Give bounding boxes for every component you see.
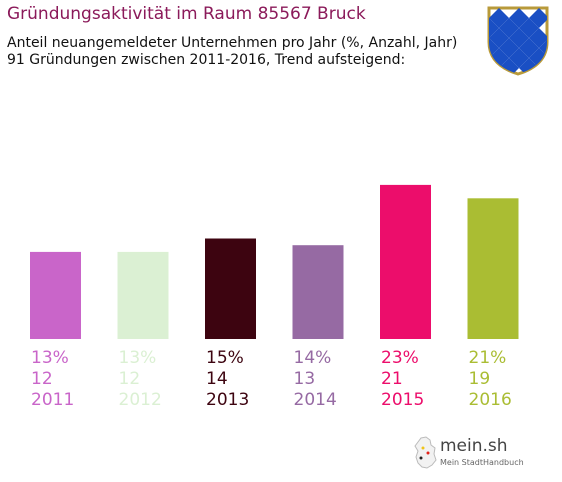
count-label-2013: 14 [206, 369, 228, 389]
bar-2014 [292, 245, 344, 339]
percent-label-2016: 21% [469, 348, 507, 368]
chart-title: Gründungsaktivität im Raum 85567 Bruck [7, 4, 366, 24]
subtitle-line-1: Anteil neuangemeldeter Unternehmen pro J… [7, 35, 458, 51]
year-label-2012: 2012 [119, 390, 162, 410]
bar-2012 [117, 251, 169, 339]
percent-label-2011: 13% [31, 348, 69, 368]
germany-map-icon [414, 436, 437, 469]
count-label-2012: 12 [119, 369, 141, 389]
year-label-2016: 2016 [469, 390, 512, 410]
bar-2013 [205, 238, 256, 339]
percent-label-2014: 14% [294, 348, 332, 368]
year-label-2015: 2015 [381, 390, 424, 410]
bar-2016 [467, 198, 519, 339]
year-label-2011: 2011 [31, 390, 74, 410]
count-label-2014: 13 [294, 369, 316, 389]
bar-2011 [30, 251, 81, 339]
year-label-2013: 2013 [206, 390, 249, 410]
logo-subtext: Mein StadtHandbuch [440, 458, 524, 467]
year-label-2014: 2014 [294, 390, 337, 410]
bavarian-coat-of-arms-icon [487, 6, 549, 76]
percent-label-2012: 13% [119, 348, 157, 368]
logo-text: mein.sh [440, 436, 508, 456]
bar-2015 [380, 184, 431, 339]
count-label-2011: 12 [31, 369, 53, 389]
subtitle-line-2: 91 Gründungen zwischen 2011-2016, Trend … [7, 52, 406, 68]
count-label-2016: 19 [469, 369, 491, 389]
mein-sh-logo[interactable]: mein.sh Mein StadtHandbuch [413, 434, 528, 474]
percent-label-2013: 15% [206, 348, 244, 368]
chart-subtitle: Anteil neuangemeldeter Unternehmen pro J… [7, 35, 457, 69]
count-label-2015: 21 [381, 369, 403, 389]
percent-label-2015: 23% [381, 348, 419, 368]
